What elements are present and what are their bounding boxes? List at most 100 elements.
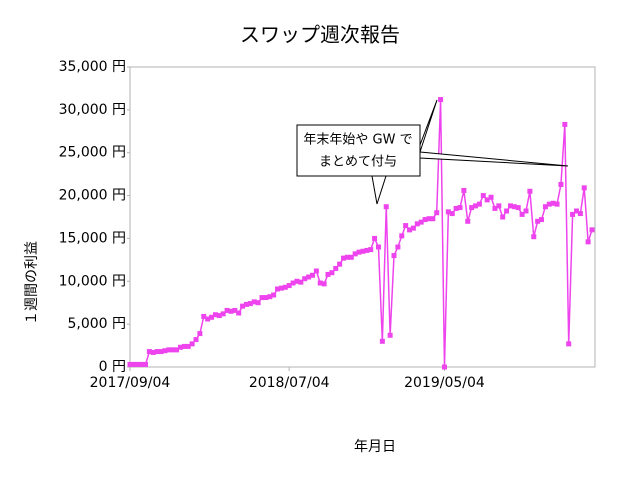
point xyxy=(224,307,230,313)
point xyxy=(290,280,296,286)
point xyxy=(150,349,156,355)
point xyxy=(550,200,556,206)
x-tick-label: 2017/09/04 xyxy=(90,375,171,391)
point xyxy=(539,217,545,223)
plot-frame xyxy=(129,66,596,368)
point xyxy=(581,185,587,191)
point xyxy=(278,285,284,291)
y-tick-label: 25,000 円 xyxy=(59,145,126,161)
point xyxy=(461,187,467,193)
y-tick-label: 5,000 円 xyxy=(67,316,126,332)
point xyxy=(220,311,226,317)
annotation: 年末年始や GW で まとめて付与 xyxy=(296,99,569,205)
point xyxy=(364,247,370,253)
point xyxy=(337,261,343,267)
point xyxy=(449,211,455,217)
point xyxy=(189,341,195,347)
point xyxy=(313,268,319,274)
y-tick-label: 15,000 円 xyxy=(59,230,126,246)
point xyxy=(181,343,187,349)
point xyxy=(162,348,168,354)
point xyxy=(585,239,591,245)
point xyxy=(488,194,494,200)
point xyxy=(317,280,323,286)
point xyxy=(558,181,564,187)
point xyxy=(333,265,339,271)
point xyxy=(348,254,354,260)
point xyxy=(453,205,459,211)
point xyxy=(232,307,238,313)
point xyxy=(177,344,183,350)
point xyxy=(391,253,397,259)
plot: 0 円 5,000 円 10,000 円 15,000 円 20,000 円 25,000… xyxy=(59,59,595,391)
point xyxy=(259,295,265,301)
point xyxy=(523,208,529,214)
point xyxy=(476,201,482,207)
point xyxy=(422,217,428,223)
point xyxy=(329,270,335,276)
point xyxy=(127,361,133,367)
point xyxy=(434,210,440,216)
point xyxy=(154,349,160,355)
point xyxy=(445,209,451,215)
point xyxy=(438,97,444,103)
point xyxy=(243,301,249,307)
y-tick-label: 10,000 円 xyxy=(59,273,126,289)
point xyxy=(496,203,502,209)
point xyxy=(228,308,234,314)
point xyxy=(554,201,560,207)
x-axis-label: 年月日 xyxy=(354,439,396,455)
point xyxy=(457,205,463,211)
point xyxy=(321,281,327,287)
point xyxy=(247,301,253,307)
point xyxy=(360,248,366,254)
point xyxy=(352,251,358,257)
point xyxy=(441,364,447,370)
point xyxy=(263,295,269,301)
point xyxy=(531,234,537,240)
point xyxy=(205,316,211,322)
point xyxy=(375,244,381,250)
point xyxy=(139,361,145,367)
point xyxy=(511,204,517,210)
annotation-text: 年末年始や GW で xyxy=(303,133,412,148)
point xyxy=(504,208,510,214)
point xyxy=(395,244,401,250)
point xyxy=(275,286,281,292)
point xyxy=(302,276,308,282)
x-tick-label: 2019/05/04 xyxy=(404,375,485,391)
point xyxy=(135,361,141,367)
point xyxy=(131,361,137,367)
point xyxy=(286,283,292,289)
point xyxy=(577,211,583,217)
point xyxy=(193,337,199,343)
point xyxy=(255,300,261,306)
point xyxy=(356,249,362,255)
point xyxy=(410,225,416,231)
point xyxy=(566,341,572,347)
point xyxy=(399,233,405,239)
point xyxy=(562,121,568,127)
point xyxy=(426,216,432,222)
annotation-text: まとめて付与 xyxy=(319,155,397,170)
point xyxy=(387,332,393,338)
point xyxy=(236,310,242,316)
point xyxy=(185,343,191,349)
point xyxy=(298,279,304,285)
point xyxy=(344,254,350,260)
point xyxy=(271,292,277,298)
point xyxy=(465,218,471,224)
point xyxy=(589,227,595,233)
point xyxy=(294,278,300,284)
point xyxy=(158,349,164,355)
point xyxy=(341,255,347,261)
point xyxy=(469,205,475,211)
chart-title: スワップ週次報告 xyxy=(240,23,400,47)
point xyxy=(519,211,525,217)
y-tick-label: 20,000 円 xyxy=(59,188,126,204)
y-tick-label: 30,000 円 xyxy=(59,102,126,118)
point xyxy=(527,188,533,194)
point xyxy=(143,361,149,367)
